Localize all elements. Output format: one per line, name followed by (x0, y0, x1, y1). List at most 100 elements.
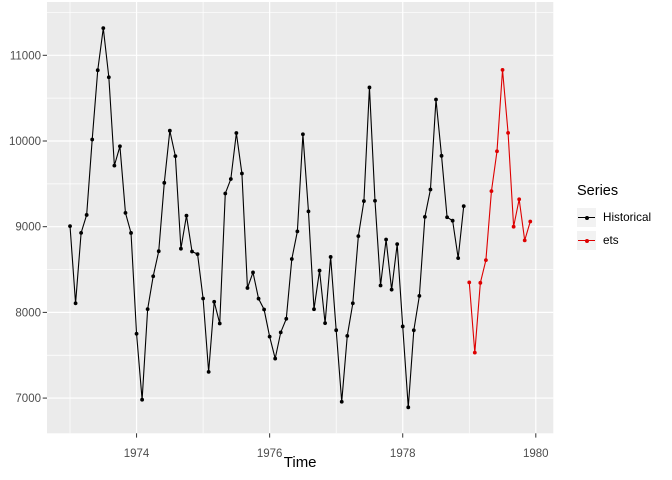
data-point-ets (528, 219, 533, 224)
data-point-historical (323, 321, 327, 326)
legend-key-ets (577, 231, 596, 250)
data-point-historical (301, 132, 305, 137)
data-point-ets (489, 189, 494, 194)
plot-panel (47, 2, 554, 434)
data-point-historical (134, 331, 139, 336)
data-point-historical (262, 307, 266, 312)
data-point-ets (511, 224, 516, 229)
data-point-historical (201, 296, 206, 301)
data-point-historical (334, 328, 339, 333)
data-point-historical (68, 224, 72, 228)
series-line-historical (69, 28, 465, 408)
x-axis-title: Time (284, 454, 317, 471)
data-point-historical (217, 321, 222, 326)
data-point-historical (145, 307, 150, 312)
data-point-ets (506, 130, 510, 135)
data-point-historical (295, 229, 300, 234)
data-point-historical (417, 294, 422, 298)
data-point-historical (95, 68, 100, 73)
legend-point-icon (584, 215, 589, 220)
data-point-historical (162, 180, 167, 185)
data-point-historical (456, 256, 461, 261)
data-point-historical (461, 204, 466, 209)
data-point-historical (79, 230, 84, 235)
data-point-historical (184, 213, 189, 218)
data-point-historical (423, 214, 427, 219)
data-point-historical (339, 399, 344, 404)
data-point-historical (450, 218, 455, 223)
data-point-ets (467, 280, 472, 285)
data-point-historical (73, 301, 78, 306)
data-point-historical (240, 171, 244, 176)
y-tick-label: 11000 (10, 50, 41, 62)
y-tick-label: 7000 (15, 393, 41, 405)
data-point-historical (350, 301, 355, 306)
data-point-historical (140, 397, 145, 402)
data-point-historical (306, 209, 311, 214)
data-point-historical (356, 234, 361, 239)
data-point-ets (517, 197, 522, 202)
data-point-historical (445, 215, 449, 220)
data-point-historical (434, 97, 438, 102)
data-point-historical (439, 153, 444, 158)
data-point-historical (223, 191, 228, 196)
data-point-historical (328, 255, 333, 259)
data-point-historical (267, 334, 272, 339)
data-point-historical (129, 231, 133, 235)
data-point-ets (522, 238, 527, 243)
data-point-historical (228, 177, 233, 181)
data-point-historical (289, 257, 294, 261)
data-point-historical (373, 198, 377, 203)
data-point-ets (478, 280, 483, 285)
data-point-historical (101, 26, 106, 31)
series-line-ets (468, 69, 531, 353)
data-point-historical (312, 307, 316, 312)
legend-label-historical: Historical (603, 211, 652, 224)
data-point-ets (472, 350, 477, 355)
x-tick-label: 1980 (523, 448, 549, 460)
data-point-historical (378, 283, 383, 288)
x-tick-label: 1976 (257, 448, 283, 460)
x-tick-label: 1978 (390, 448, 416, 460)
data-point-historical (317, 268, 322, 273)
data-point-historical (251, 270, 255, 275)
data-point-historical (118, 144, 122, 149)
data-point-historical (362, 199, 366, 203)
data-point-historical (106, 75, 111, 80)
data-point-historical (190, 249, 194, 254)
data-point-historical (384, 237, 388, 242)
data-point-historical (212, 299, 217, 304)
legend-label-ets: ets (603, 234, 619, 247)
data-point-historical (389, 287, 394, 292)
data-point-historical (367, 85, 372, 90)
data-point-historical (151, 274, 156, 279)
data-point-ets (500, 67, 505, 72)
y-tick-label: 9000 (15, 222, 41, 234)
y-tick-label: 8000 (15, 307, 41, 319)
data-point-historical (206, 369, 211, 374)
data-point-historical (284, 316, 289, 321)
data-point-historical (428, 187, 433, 192)
legend-title: Series (577, 183, 619, 199)
data-point-historical (90, 137, 95, 142)
data-point-historical (411, 328, 416, 333)
data-point-historical (273, 356, 278, 361)
data-point-historical (395, 242, 400, 247)
data-point-ets (495, 149, 499, 154)
data-point-historical (167, 128, 172, 133)
legend-key-historical (577, 208, 596, 227)
data-point-historical (195, 252, 200, 257)
legend-entry-historical: Historical (577, 208, 651, 227)
legend-point-icon (584, 238, 589, 243)
data-point-historical (245, 286, 250, 290)
data-point-historical (256, 296, 261, 301)
data-point-historical (278, 330, 283, 335)
data-point-historical (406, 405, 411, 410)
data-point-historical (123, 210, 128, 215)
data-point-historical (345, 333, 350, 338)
data-point-ets (484, 258, 488, 263)
legend: Series Historical ets (577, 183, 651, 254)
data-point-historical (84, 213, 89, 217)
